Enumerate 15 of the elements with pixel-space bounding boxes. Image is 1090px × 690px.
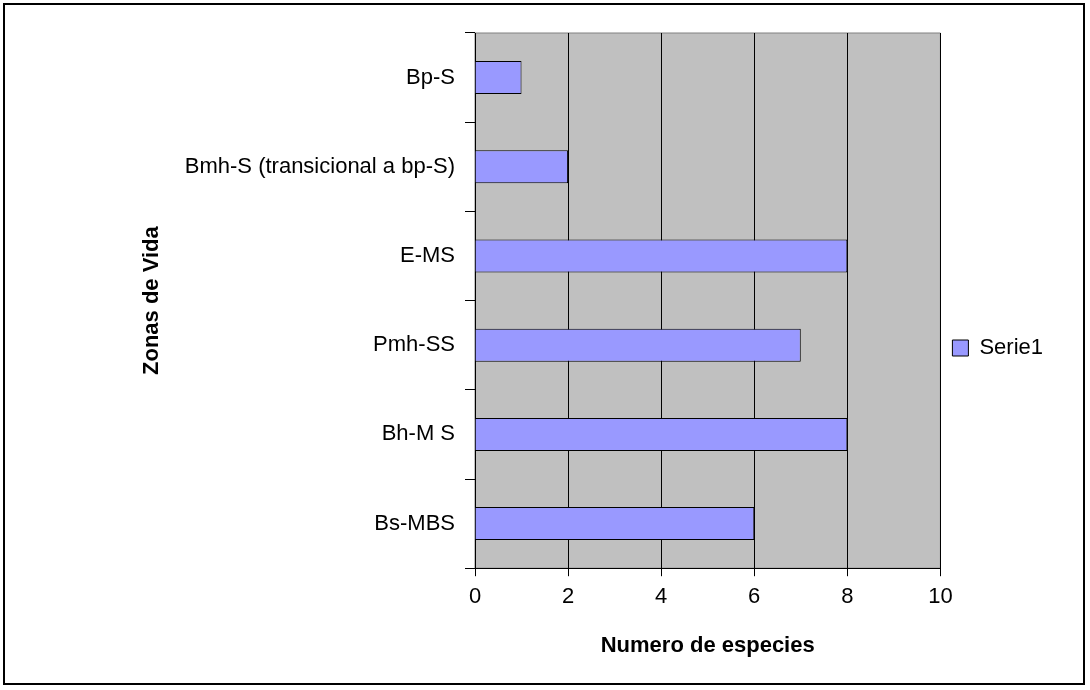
y-tick-label: Pmh-SS <box>373 331 455 357</box>
y-axis-title: Zonas de Vida <box>138 225 164 375</box>
x-axis-title: Numero de especies <box>600 631 815 657</box>
x-tick-label: 2 <box>561 583 575 609</box>
x-tick-label: 10 <box>928 583 953 609</box>
y-tick-label: Bh-M S <box>381 420 455 446</box>
y-tick-label: Bs-MBS <box>374 509 455 535</box>
x-tick-label: 4 <box>655 583 668 609</box>
y-tick-label: Bp-S <box>406 63 455 89</box>
legend-label: Serie1 <box>979 334 1043 360</box>
x-tick-label: 0 <box>468 583 482 609</box>
y-tick-label: E-MS <box>400 242 455 268</box>
x-tick-label: 8 <box>841 583 854 609</box>
y-tick-label: Bmh-S (transicional a bp-S) <box>184 152 455 178</box>
x-tick-label: 6 <box>748 583 761 609</box>
